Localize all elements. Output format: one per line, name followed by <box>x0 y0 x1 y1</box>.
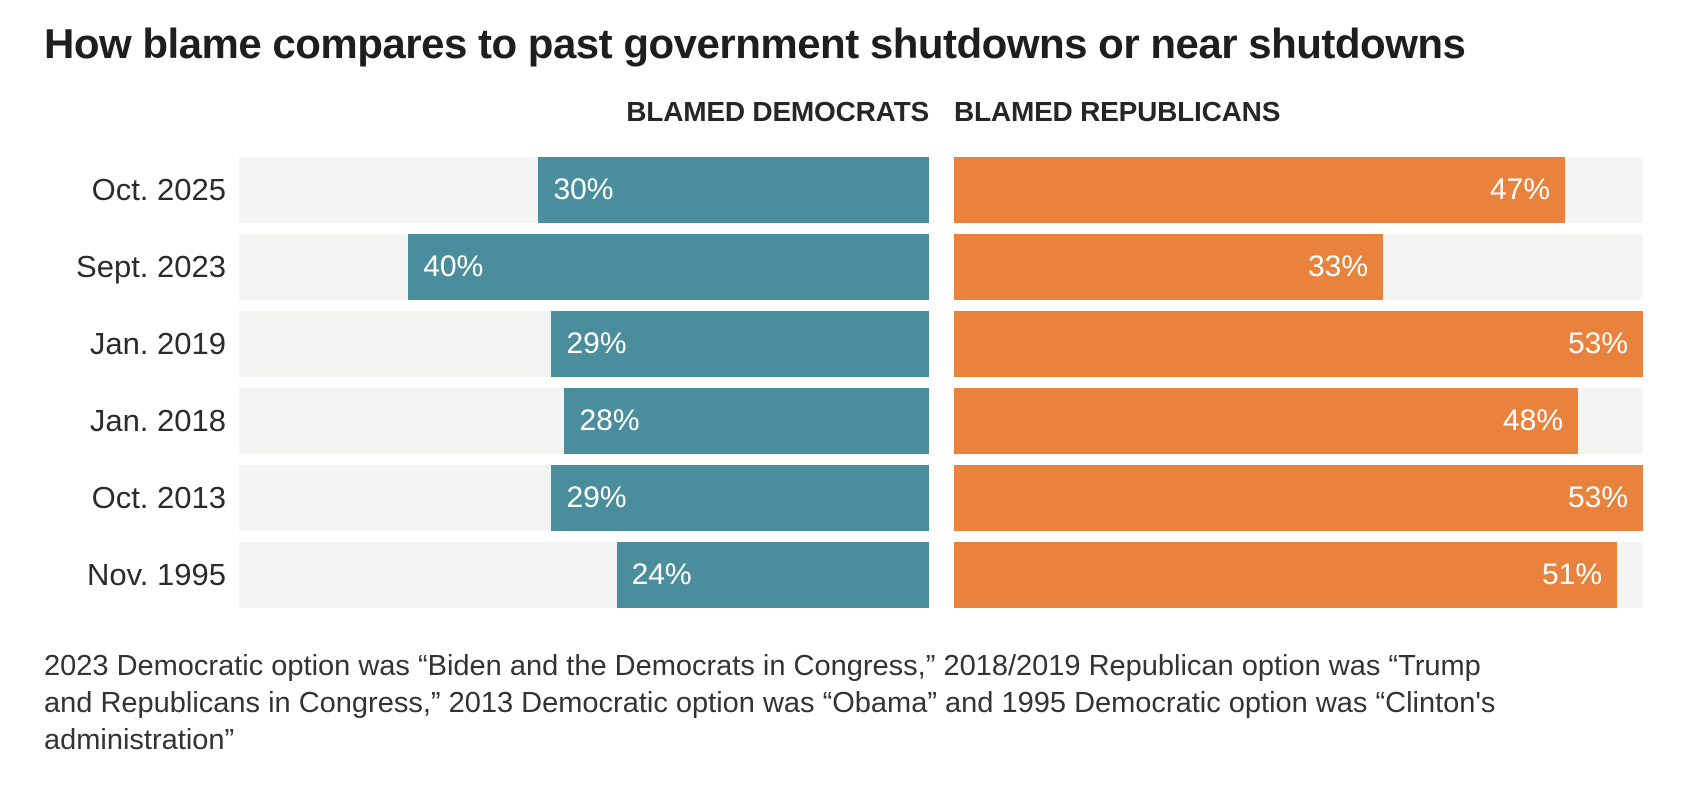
democrats-value-label: 24% <box>631 558 692 591</box>
chart-row: Sept. 2023 40% 33% <box>0 234 1643 300</box>
chart-row: Jan. 2019 29% 53% <box>0 311 1643 377</box>
row-date-label: Nov. 1995 <box>86 557 226 592</box>
republicans-bar: 33% <box>954 234 1383 300</box>
democrats-bar-track: 28% <box>239 388 929 454</box>
republicans-bar: 47% <box>954 157 1565 223</box>
row-date-label: Jan. 2018 <box>89 403 226 438</box>
republicans-bar: 53% <box>954 311 1643 377</box>
footnote: 2023 Democratic option was “Biden and th… <box>44 650 1496 756</box>
democrats-value-label: 29% <box>566 481 627 514</box>
chart-row: Jan. 2018 28% 48% <box>0 388 1643 454</box>
democrats-bar: 30% <box>538 157 929 223</box>
republicans-bar-track: 33% <box>954 234 1643 300</box>
republicans-value-label: 53% <box>1567 481 1628 514</box>
column-gap <box>929 157 954 223</box>
header-blamed-democrats: BLAMED DEMOCRATS <box>626 96 929 127</box>
column-gap <box>929 465 954 531</box>
column-headers: BLAMED DEMOCRATS BLAMED REPUBLICANS <box>0 96 1643 128</box>
democrats-bar-track: 29% <box>239 311 929 377</box>
republicans-bar: 51% <box>954 542 1617 608</box>
header-blamed-republicans: BLAMED REPUBLICANS <box>954 96 1281 127</box>
row-date-label: Jan. 2019 <box>89 326 226 361</box>
republicans-bar-track: 47% <box>954 157 1643 223</box>
row-date-label: Oct. 2013 <box>91 480 226 515</box>
row-date-label: Oct. 2025 <box>91 172 226 207</box>
chart-row: Nov. 1995 24% 51% <box>0 542 1643 608</box>
democrats-value-label: 40% <box>423 250 484 283</box>
republicans-bar-track: 51% <box>954 542 1643 608</box>
republicans-bar: 53% <box>954 465 1643 531</box>
democrats-bar-track: 30% <box>239 157 929 223</box>
republicans-bar: 48% <box>954 388 1578 454</box>
republicans-bar-track: 48% <box>954 388 1643 454</box>
column-gap <box>929 311 954 377</box>
chart-title: How blame compares to past government sh… <box>44 20 1466 67</box>
column-gap <box>929 542 954 608</box>
democrats-bar: 24% <box>616 542 929 608</box>
democrats-bar: 28% <box>564 388 929 454</box>
chart-row: Oct. 2013 29% 53% <box>0 465 1643 531</box>
republicans-bar-track: 53% <box>954 311 1643 377</box>
column-gap <box>929 388 954 454</box>
democrats-value-label: 30% <box>553 173 614 206</box>
democrats-bar: 29% <box>551 465 929 531</box>
democrats-bar-track: 24% <box>239 542 929 608</box>
democrats-bar: 29% <box>551 311 929 377</box>
republicans-value-label: 53% <box>1567 327 1628 360</box>
republicans-value-label: 33% <box>1307 250 1368 283</box>
democrats-bar-track: 40% <box>239 234 929 300</box>
republicans-value-label: 48% <box>1502 404 1563 437</box>
chart-row: Oct. 2025 30% 47% <box>0 157 1643 223</box>
chart-rows: Oct. 2025 30% 47% Sept. 2023 40% <box>0 157 1643 608</box>
column-gap <box>929 234 954 300</box>
republicans-bar-track: 53% <box>954 465 1643 531</box>
democrats-value-label: 29% <box>566 327 627 360</box>
democrats-bar-track: 29% <box>239 465 929 531</box>
democrats-value-label: 28% <box>579 404 640 437</box>
row-date-label: Sept. 2023 <box>76 249 226 284</box>
democrats-bar: 40% <box>408 234 929 300</box>
republicans-value-label: 47% <box>1489 173 1550 206</box>
republicans-value-label: 51% <box>1541 558 1602 591</box>
